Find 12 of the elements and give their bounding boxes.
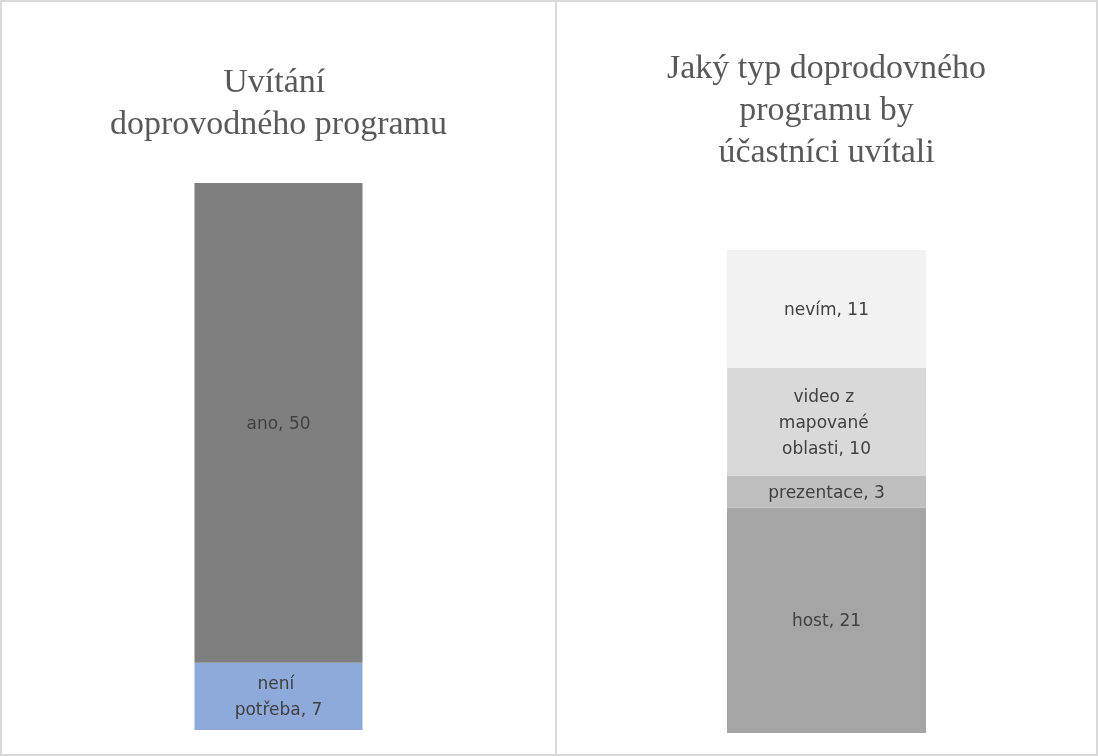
bar xyxy=(727,507,926,733)
chart-title: Jaký typ doprodovného programu by účastníci uvítali xyxy=(666,47,987,169)
data-label: video z mapované oblasti, 10 xyxy=(778,385,875,458)
data-label: host, 21 xyxy=(791,610,862,631)
data-label: prezentace, 3 xyxy=(768,481,885,502)
data-label: nevím, 11 xyxy=(783,299,870,320)
data-label: ano, 50 xyxy=(246,412,311,433)
data-label: není potřeba, 7 xyxy=(234,673,323,720)
bar xyxy=(727,250,926,369)
bar xyxy=(727,368,926,476)
chart-title: Uvítání doprovodného programu xyxy=(109,61,448,141)
bar xyxy=(727,475,926,508)
